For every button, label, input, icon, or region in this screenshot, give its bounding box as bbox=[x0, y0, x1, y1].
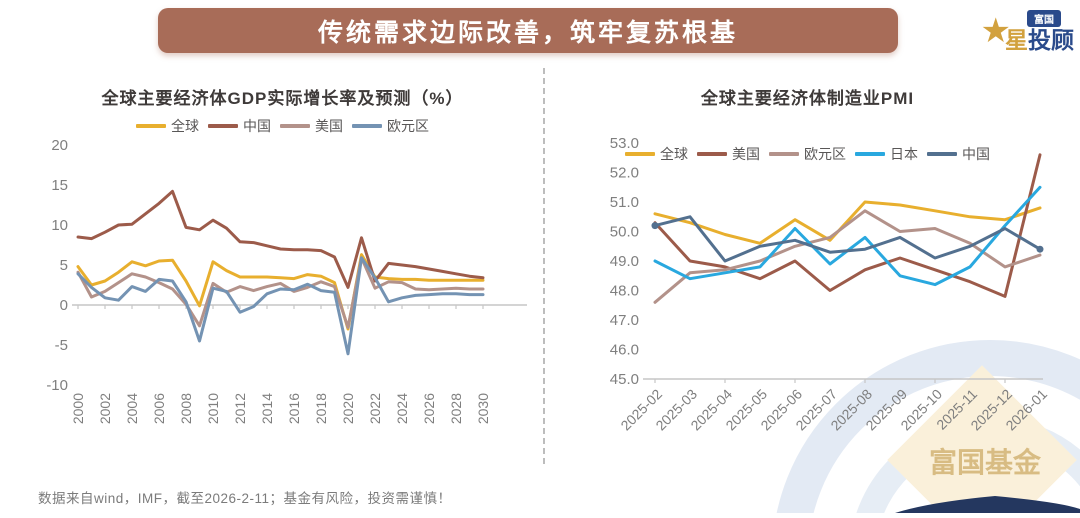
x-axis-tick-label: 2002 bbox=[97, 393, 113, 424]
series-line-欧元区 bbox=[76, 256, 485, 356]
logo-badge: 富国 bbox=[1027, 10, 1061, 27]
watermark-outer-ring bbox=[775, 340, 1080, 518]
x-axis-tick-label: 2004 bbox=[124, 393, 140, 424]
gdp-chart-legend: 全球 中国 美国 欧元区 bbox=[30, 116, 535, 136]
pmi-line-chart: 53.052.051.050.049.048.047.046.045.02025… bbox=[610, 135, 1050, 433]
x-axis-tick-label: 2024 bbox=[394, 393, 410, 424]
y-axis-tick-label: 47.0 bbox=[610, 312, 639, 329]
pmi-chart-title: 全球主要经济体制造业PMI bbox=[700, 89, 915, 108]
legend-swatch bbox=[280, 124, 310, 128]
x-axis-tick-label: 2030 bbox=[475, 393, 491, 424]
y-axis-tick-label: 45.0 bbox=[610, 371, 639, 388]
slide-title: 传统需求边际改善，筑牢复苏根基 bbox=[317, 18, 738, 47]
y-axis-tick-label: 50.0 bbox=[610, 224, 639, 241]
x-axis-tick-label: 2006 bbox=[151, 393, 167, 424]
y-axis-tick-label: 10 bbox=[51, 217, 68, 234]
series-line-欧元区 bbox=[653, 209, 1042, 304]
legend-swatch bbox=[769, 152, 799, 156]
x-axis-tick-label: 2018 bbox=[313, 393, 329, 424]
brand-logo-text: 富国 星投顾 bbox=[1005, 10, 1074, 52]
legend-label: 欧元区 bbox=[804, 146, 846, 162]
legend-item-欧元区: 欧元区 bbox=[352, 116, 429, 136]
y-axis-tick-label: 48.0 bbox=[610, 283, 639, 300]
legend-label: 美国 bbox=[732, 146, 760, 162]
series-line-中国 bbox=[76, 189, 485, 289]
legend-swatch bbox=[697, 152, 727, 156]
watermark-chevron bbox=[895, 496, 1080, 513]
series-line-美国 bbox=[653, 153, 1042, 298]
y-axis-tick-label: 53.0 bbox=[610, 135, 639, 152]
y-axis-tick-label: 49.0 bbox=[610, 253, 639, 270]
x-axis-tick-label: 2012 bbox=[232, 393, 248, 424]
watermark-logo: 富国基金 bbox=[760, 323, 1080, 518]
series-line-全球 bbox=[653, 200, 1042, 245]
x-axis-tick-label: 2010 bbox=[205, 393, 221, 424]
watermark-text: 富国基金 bbox=[929, 446, 1042, 478]
legend-swatch bbox=[352, 124, 382, 128]
legend-item-美国: 美国 bbox=[280, 116, 343, 136]
gdp-chart-section: 全球主要经济体GDP实际增长率及预测（%） 全球 中国 美国 欧元区 20 15 10 5 0… bbox=[30, 70, 535, 480]
star-icon: ★ bbox=[980, 12, 1011, 50]
series-line-中国 bbox=[653, 215, 1042, 263]
legend-swatch bbox=[208, 124, 238, 128]
legend-swatch bbox=[625, 152, 655, 156]
legend-item-日本: 日本 bbox=[855, 144, 918, 164]
y-axis-tick-label: 51.0 bbox=[610, 194, 639, 211]
x-axis-tick-label: 2028 bbox=[448, 393, 464, 424]
x-axis-tick-label: 2016 bbox=[286, 393, 302, 424]
legend-label: 全球 bbox=[171, 118, 199, 134]
y-axis-tick-label: 46.0 bbox=[610, 342, 639, 359]
legend-item-全球: 全球 bbox=[136, 116, 199, 136]
legend-label: 全球 bbox=[660, 146, 688, 162]
x-axis-tick-label: 2022 bbox=[367, 393, 383, 424]
legend-swatch bbox=[136, 124, 166, 128]
y-axis-tick-label: 20 bbox=[51, 137, 68, 154]
legend-swatch bbox=[927, 152, 957, 156]
y-axis-tick-label: 5 bbox=[60, 257, 68, 274]
brand-name-rest: 投顾 bbox=[1028, 27, 1074, 53]
y-axis-tick-label: -10 bbox=[46, 377, 68, 394]
legend-label: 欧元区 bbox=[387, 118, 429, 134]
y-axis-tick-label: -5 bbox=[55, 337, 68, 354]
y-axis-tick-label: 0 bbox=[60, 297, 68, 314]
legend-item-中国: 中国 bbox=[208, 116, 271, 136]
legend-item-美国: 美国 bbox=[697, 144, 760, 164]
x-axis-tick-label: 2000 bbox=[70, 393, 86, 424]
legend-label: 中国 bbox=[962, 146, 990, 162]
legend-item-欧元区: 欧元区 bbox=[769, 144, 846, 164]
legend-label: 美国 bbox=[315, 118, 343, 134]
footer-disclaimer: 数据来自wind，IMF，截至2026-2-11；基金有风险，投资需谨慎！ bbox=[38, 491, 452, 506]
brand-logo: ★ 富国 星投顾 bbox=[956, 4, 1074, 58]
legend-swatch bbox=[855, 152, 885, 156]
x-axis-tick-label: 2008 bbox=[178, 393, 194, 424]
x-axis-tick-label: 2014 bbox=[259, 393, 275, 424]
brand-name: 星投顾 bbox=[1005, 28, 1074, 52]
slide-title-banner: 传统需求边际改善，筑牢复苏根基 bbox=[158, 8, 898, 53]
series-marker-中国 bbox=[1036, 245, 1044, 253]
x-axis-tick-label: 2020 bbox=[340, 393, 356, 424]
series-marker-中国 bbox=[651, 222, 659, 230]
series-line-全球 bbox=[76, 253, 485, 331]
x-axis-tick-label: 2026 bbox=[421, 393, 437, 424]
brand-name-first-char: 星 bbox=[1005, 27, 1028, 53]
gdp-chart-title: 全球主要经济体GDP实际增长率及预测（%） bbox=[101, 89, 464, 108]
series-line-美国 bbox=[76, 256, 485, 329]
y-axis-tick-label: 15 bbox=[51, 177, 68, 194]
pmi-chart-legend: 全球 美国 欧元区 日本 中国 bbox=[555, 144, 1060, 164]
legend-item-中国: 中国 bbox=[927, 144, 990, 164]
section-divider bbox=[543, 68, 545, 464]
legend-item-全球: 全球 bbox=[625, 144, 688, 164]
fund-logo-graphic: 富国基金 bbox=[775, 340, 1080, 518]
y-axis-tick-label: 52.0 bbox=[610, 165, 639, 182]
legend-label: 中国 bbox=[243, 118, 271, 134]
pmi-chart-section: 全球主要经济体制造业PMI 全球 美国 欧元区 日本 中国 53.0 52.0 51.0 50… bbox=[555, 70, 1060, 480]
legend-label: 日本 bbox=[890, 146, 918, 162]
